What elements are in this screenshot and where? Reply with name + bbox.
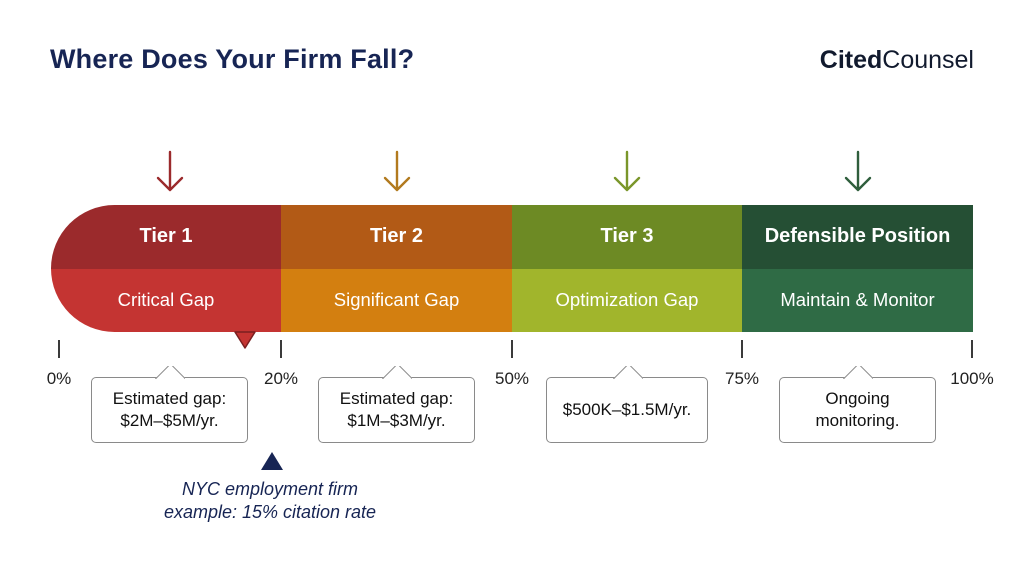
tick-50 — [511, 340, 513, 358]
tier-4-label: Defensible Position — [742, 205, 973, 269]
tick-20 — [280, 340, 282, 358]
tier-3-gap: Optimization Gap — [512, 268, 742, 332]
position-marker-icon — [233, 330, 257, 350]
tier-1-label: Tier 1 — [51, 205, 281, 269]
brand-part-cited: Cited — [819, 46, 883, 74]
callout-tier-1-line2: $2M–$5M/yr. — [120, 411, 219, 430]
tier-3-label: Tier 3 — [512, 205, 742, 269]
tier-2-segment: Tier 2 Significant Gap — [281, 205, 512, 332]
tier-2-gap: Significant Gap — [281, 268, 512, 332]
tick-label-50: 50% — [494, 369, 530, 388]
brand-logo: CitedCounsel — [820, 46, 974, 75]
tick-100 — [971, 340, 973, 358]
tier-4-arrow-icon — [843, 150, 873, 194]
tier-4-gap: Maintain & Monitor — [742, 268, 973, 332]
tick-75 — [741, 340, 743, 358]
tier-1-gap: Critical Gap — [51, 268, 281, 332]
tier-1-arrow-icon — [155, 150, 185, 194]
tier-2-arrow-icon — [382, 150, 412, 194]
tier-3-segment: Tier 3 Optimization Gap — [512, 205, 742, 332]
callout-tier-1-line1: Estimated gap: — [112, 389, 227, 408]
tick-label-0: 0% — [46, 369, 72, 388]
example-marker-icon — [260, 451, 284, 471]
tier-1-segment: Tier 1 Critical Gap — [51, 205, 281, 332]
tier-4-segment: Defensible Position Maintain & Monitor — [742, 205, 973, 332]
callout-tier-3-line1: $500K–$1.5M/yr. — [562, 400, 692, 419]
example-annotation: NYC employment firm example: 15% citatio… — [164, 478, 376, 524]
tick-label-20: 20% — [263, 369, 299, 388]
example-line1: NYC employment firm — [181, 479, 359, 499]
tick-0 — [58, 340, 60, 358]
callout-tier-4-line1: Ongoing — [825, 389, 890, 408]
brand-part-counsel: Counsel — [882, 46, 974, 74]
callout-tier-4-line2: monitoring. — [815, 411, 900, 430]
callout-tier-3: $500K–$1.5M/yr. — [546, 366, 708, 443]
page-title: Where Does Your Firm Fall? — [50, 44, 415, 74]
callout-tier-2-line1: Estimated gap: — [339, 389, 454, 408]
tick-label-75: 75% — [724, 369, 760, 388]
callout-tier-2-line2: $1M–$3M/yr. — [347, 411, 446, 430]
tier-2-label: Tier 2 — [281, 205, 512, 269]
example-line2: example: 15% citation rate — [163, 502, 377, 522]
tick-label-100: 100% — [950, 369, 994, 388]
tier-3-arrow-icon — [612, 150, 642, 194]
callout-tier-2: Estimated gap: $1M–$3M/yr. — [318, 366, 475, 443]
tier-bar: Tier 1 Critical Gap Tier 2 Significant G… — [51, 205, 973, 332]
callout-tier-4: Ongoing monitoring. — [779, 366, 936, 443]
callout-tier-1: Estimated gap: $2M–$5M/yr. — [91, 366, 248, 443]
